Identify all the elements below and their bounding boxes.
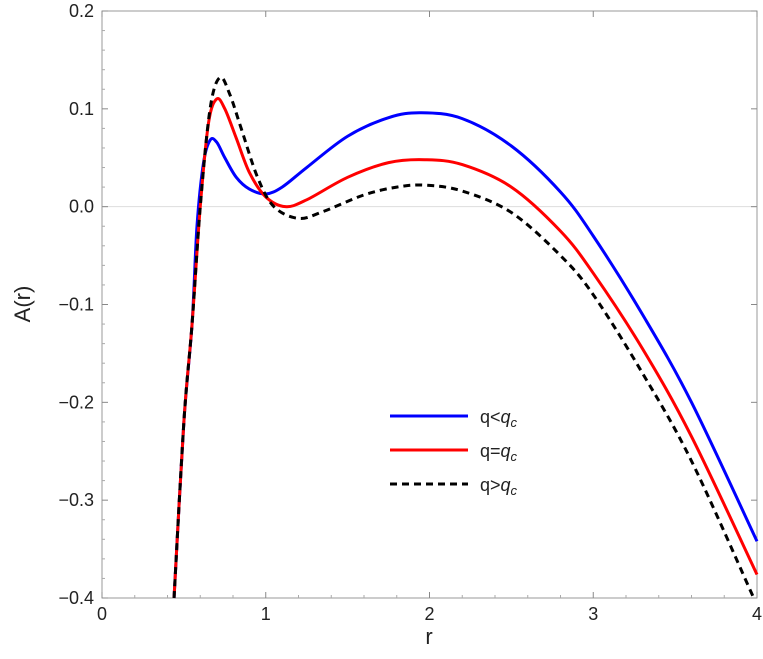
legend-label-0: q<qc: [480, 407, 518, 430]
y-tick-label: 0.1: [69, 99, 94, 119]
series-line-1: [172, 97, 759, 599]
x-axis-label: r: [425, 624, 432, 649]
legend-label-1: q=qc: [480, 441, 518, 464]
y-tick-label: −0.4: [58, 588, 94, 608]
legend-label-2: q>qc: [480, 475, 518, 498]
y-tick-label: −0.3: [58, 490, 94, 510]
y-tick-label: 0.2: [69, 1, 94, 21]
x-tick-label: 2: [424, 604, 434, 624]
series-line-0: [172, 111, 759, 599]
legend: q<qc q=qc q>qc: [390, 407, 518, 498]
plot-frame: [101, 10, 758, 599]
x-tick-label: 0: [97, 604, 107, 624]
x-tick-label: 1: [261, 604, 271, 624]
x-tick-label: 3: [588, 604, 598, 624]
x-tick-label: 4: [752, 604, 762, 624]
y-axis-label: A(r): [10, 286, 35, 323]
y-tick-label: −0.1: [58, 295, 94, 315]
series-line-2: [172, 75, 756, 599]
y-tick-label: −0.2: [58, 392, 94, 412]
y-tick-label: 0.0: [69, 197, 94, 217]
